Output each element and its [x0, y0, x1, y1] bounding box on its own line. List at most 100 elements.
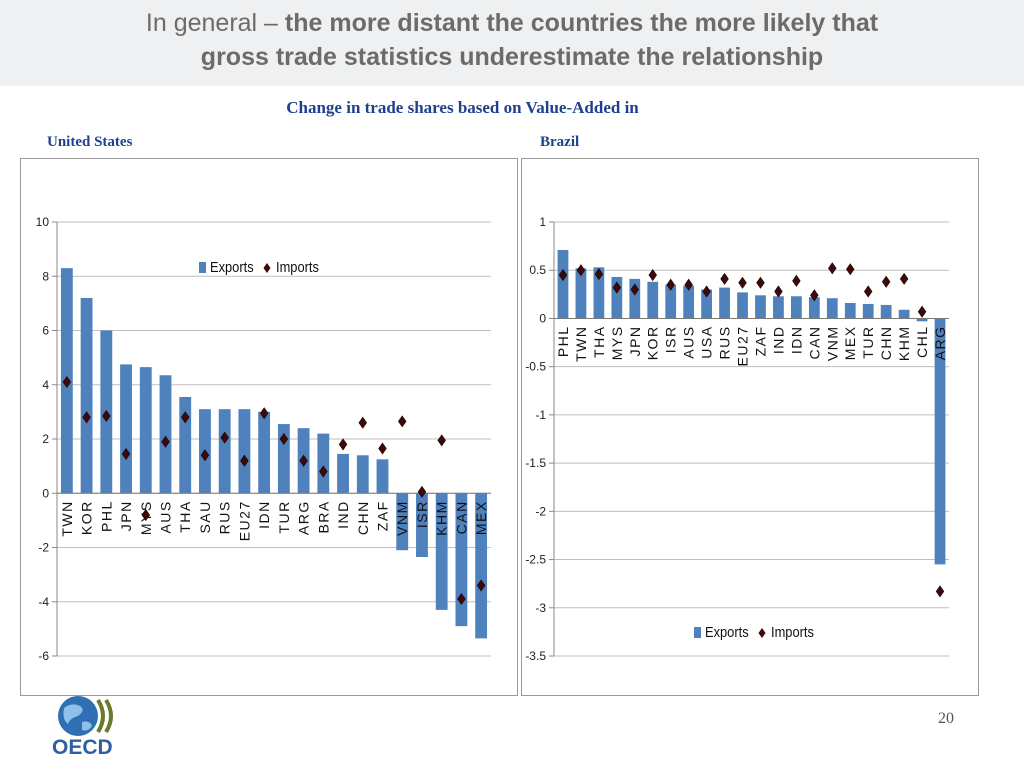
- category-label: THA: [591, 325, 607, 358]
- imports-marker: [648, 269, 657, 282]
- exports-bar: [277, 424, 290, 494]
- y-tick-label: 4: [42, 378, 49, 392]
- chart-brazil-svg: 1 0.5 0 -0.5 -1 -1.5 -2 -2.5 -3 -3.5 PHL TWN THA MYS J…: [521, 158, 979, 696]
- imports-marker: [299, 454, 308, 467]
- category-label: EU27: [236, 500, 252, 541]
- y-tick-label: -2: [535, 504, 546, 518]
- legend-imports-label: Imports: [771, 623, 814, 640]
- category-label: KOR: [645, 325, 661, 360]
- exports-bar: [844, 303, 856, 319]
- imports-marker: [102, 409, 111, 422]
- imports-marker: [792, 274, 801, 287]
- imports-marker: [881, 275, 891, 288]
- category-label: VNM: [824, 325, 840, 361]
- exports-bar: [647, 281, 659, 319]
- legend-imports-marker: [263, 263, 271, 273]
- y-tick-label: -1: [535, 408, 546, 422]
- oecd-logo: OECD: [48, 694, 124, 759]
- exports-bar: [898, 309, 910, 319]
- exports-bar: [862, 303, 874, 319]
- category-label: ARG: [932, 325, 948, 360]
- exports-bar: [557, 249, 569, 319]
- page-number: 20: [938, 710, 954, 727]
- exports-bar: [826, 298, 838, 319]
- imports-marker: [240, 454, 249, 467]
- chart-brazil: 1 0.5 0 -0.5 -1 -1.5 -2 -2.5 -3 -3.5 PHL TWN THA MYS J…: [521, 158, 979, 696]
- imports-marker: [398, 415, 407, 428]
- legend-imports-label: Imports: [276, 258, 319, 275]
- exports-bar: [120, 364, 132, 494]
- exports-bar: [773, 296, 784, 319]
- category-label: ISR: [414, 500, 430, 528]
- exports-bar: [683, 285, 695, 319]
- exports-bar: [719, 287, 730, 319]
- exports-bar: [808, 297, 820, 319]
- imports-marker: [720, 272, 729, 285]
- category-label: TWN: [573, 325, 589, 361]
- imports-marker: [338, 438, 348, 451]
- category-label: IDN: [256, 500, 272, 529]
- category-label: RUS: [717, 325, 733, 359]
- category-label: CHN: [878, 325, 894, 360]
- imports-marker: [863, 285, 873, 298]
- category-label: PHL: [98, 500, 114, 532]
- exports-bar: [791, 296, 802, 319]
- chart-subtitle: Change in trade shares based on Value-Ad…: [286, 98, 639, 117]
- imports-marker: [82, 411, 91, 424]
- category-label: ISR: [663, 325, 679, 353]
- y-tick-label: -6: [38, 649, 49, 663]
- imports-marker: [141, 508, 150, 521]
- imports-marker: [666, 278, 675, 291]
- panel-label-brazil: Brazil: [540, 134, 580, 150]
- y-tick-label: -3.5: [525, 649, 546, 663]
- category-label: KOR: [79, 500, 95, 535]
- category-label: KHM: [896, 325, 912, 361]
- imports-marker: [121, 447, 131, 460]
- chart-united-states: 1086420-2-4-6TWNKORPHLJPNMYSAUSTHASAURUS…: [20, 158, 518, 696]
- category-label: AUS: [681, 325, 697, 358]
- imports-marker: [630, 283, 640, 296]
- y-tick-label: 10: [36, 215, 50, 229]
- slide-title: In general – the more distant the countr…: [0, 6, 1024, 74]
- imports-marker: [684, 278, 693, 291]
- exports-bar: [611, 276, 623, 319]
- exports-bar: [435, 493, 448, 610]
- oecd-logo-text: OECD: [52, 736, 113, 758]
- exports-bar: [575, 268, 587, 319]
- imports-marker: [756, 276, 765, 289]
- imports-marker: [935, 585, 945, 598]
- imports-marker: [702, 285, 711, 298]
- legend-exports-label: Exports: [705, 623, 749, 640]
- imports-marker: [558, 269, 568, 282]
- category-label: AUS: [158, 500, 174, 533]
- exports-bar: [593, 267, 605, 319]
- category-label: PHL: [555, 325, 571, 357]
- exports-bar: [455, 493, 468, 627]
- exports-bar: [159, 375, 172, 494]
- y-tick-label: -2: [38, 541, 49, 555]
- category-label: IDN: [788, 325, 804, 354]
- imports-marker: [220, 431, 229, 444]
- y-tick-label: 0.5: [529, 263, 546, 277]
- category-label: CHL: [914, 325, 930, 358]
- exports-bar: [139, 367, 152, 494]
- y-tick-label: 6: [42, 324, 49, 338]
- y-tick-label: -2.5: [525, 553, 546, 567]
- exports-bar: [356, 455, 369, 494]
- exports-bar: [475, 493, 488, 639]
- chart-frame: [521, 158, 979, 696]
- exports-bar: [337, 453, 349, 494]
- imports-marker: [846, 263, 855, 276]
- category-label: ZAF: [752, 325, 768, 356]
- imports-marker: [576, 264, 586, 277]
- header-band: [0, 0, 1024, 86]
- exports-bar: [376, 459, 389, 494]
- category-label: KHM: [434, 500, 450, 536]
- exports-bar: [880, 304, 892, 319]
- imports-marker: [828, 262, 837, 275]
- y-tick-label: -3: [535, 601, 546, 615]
- category-label: CHN: [355, 500, 371, 535]
- imports-marker: [899, 272, 909, 285]
- imports-marker: [917, 305, 927, 318]
- y-tick-label: -4: [38, 595, 49, 609]
